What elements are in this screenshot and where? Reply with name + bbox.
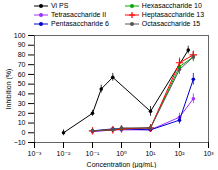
svg-text:20: 20 xyxy=(18,110,26,117)
svg-text:10⁻³: 10⁻³ xyxy=(28,150,42,157)
html-text:Hexasaccharide 10: Hexasaccharide 10 xyxy=(141,2,202,9)
html-text:Octasaccharide 15: Octasaccharide 15 xyxy=(141,20,201,27)
html-text:Tetrasaccharide II: Tetrasaccharide II xyxy=(51,11,107,18)
svg-text:90: 90 xyxy=(18,41,26,48)
html-text:Pentasaccharide 6: Pentasaccharide 6 xyxy=(51,20,109,27)
svg-text:30: 30 xyxy=(18,100,26,107)
svg-text:80: 80 xyxy=(18,51,26,58)
svg-text:Concentration (μg/mL): Concentration (μg/mL) xyxy=(87,161,157,169)
html-text:Heptasaccharide 13: Heptasaccharide 13 xyxy=(141,11,205,18)
svg-text:−10: −10 xyxy=(14,139,26,146)
svg-text:50: 50 xyxy=(18,80,26,87)
html-text:Vi PS: Vi PS xyxy=(51,2,69,9)
svg-text:40: 40 xyxy=(18,90,26,97)
svg-text:70: 70 xyxy=(18,61,26,68)
svg-text:100: 100 xyxy=(14,32,26,39)
svg-text:10³: 10³ xyxy=(203,150,214,157)
svg-text:Inhibition (%): Inhibition (%) xyxy=(5,69,13,110)
svg-text:10²: 10² xyxy=(174,150,185,157)
svg-text:0: 0 xyxy=(22,129,26,136)
svg-text:10⁻¹: 10⁻¹ xyxy=(86,150,100,157)
svg-text:10⁻²: 10⁻² xyxy=(57,150,71,157)
svg-text:10⁰: 10⁰ xyxy=(116,150,127,157)
svg-text:60: 60 xyxy=(18,71,26,78)
svg-text:10: 10 xyxy=(18,119,26,126)
svg-text:10¹: 10¹ xyxy=(145,150,156,157)
